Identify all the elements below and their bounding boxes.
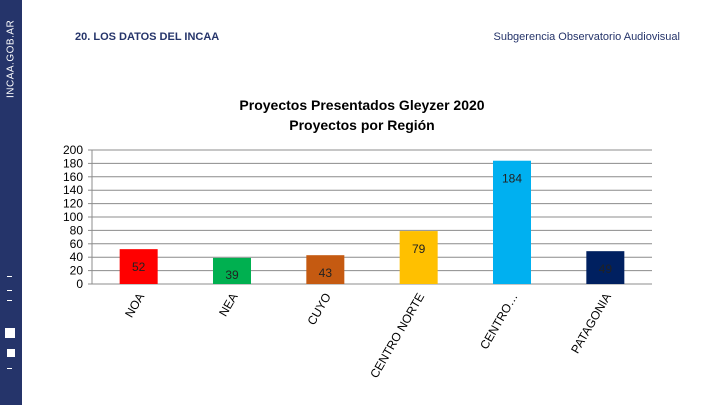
category-label: PATAGONIA [568,291,614,356]
category-label: CENTRO NORTE [367,290,427,380]
category-label: CENTRO… [477,291,520,352]
y-tick-label: 140 [63,183,83,197]
y-tick-label: 0 [76,277,83,291]
bar-centro- [493,160,531,284]
data-label: 43 [319,266,333,280]
sidebar-mark [7,290,12,291]
bar-centro-norte [399,231,438,284]
bar-nea [213,257,251,284]
bar-cuyo [306,255,345,284]
y-tick-label: 200 [63,143,83,157]
sidebar-square-icon [7,349,15,357]
data-label: 49 [599,262,613,276]
sidebar: INCAA.GOB.AR [0,0,22,405]
section-title: 20. LOS DATOS DEL INCAA [75,31,220,43]
bar-patagonia [586,251,625,284]
sidebar-mark [7,300,12,301]
data-label: 79 [412,242,426,256]
chart-title: Proyectos Presentados Gleyzer 2020 [239,97,484,113]
y-tick-label: 160 [63,170,83,184]
y-tick-label: 40 [70,250,84,264]
data-label: 52 [132,260,146,274]
category-label: NEA [216,291,240,319]
data-label: 39 [225,268,239,282]
sidebar-mark [7,368,12,369]
sidebar-square-icon [5,328,15,338]
y-tick-label: 180 [63,156,83,170]
bar-noa [119,249,158,284]
y-tick-label: 100 [63,210,83,224]
category-label: NOA [122,291,147,321]
y-tick-label: 80 [70,223,84,237]
sidebar-mark [7,276,12,277]
data-label: 184 [502,172,522,186]
y-tick-label: 120 [63,197,83,211]
category-label: CUYO [304,291,333,328]
y-tick-label: 20 [70,264,84,278]
department-label: Subgerencia Observatorio Audiovisual [493,31,680,43]
y-tick-label: 60 [70,237,84,251]
chart-subtitle: Proyectos por Región [289,117,434,133]
